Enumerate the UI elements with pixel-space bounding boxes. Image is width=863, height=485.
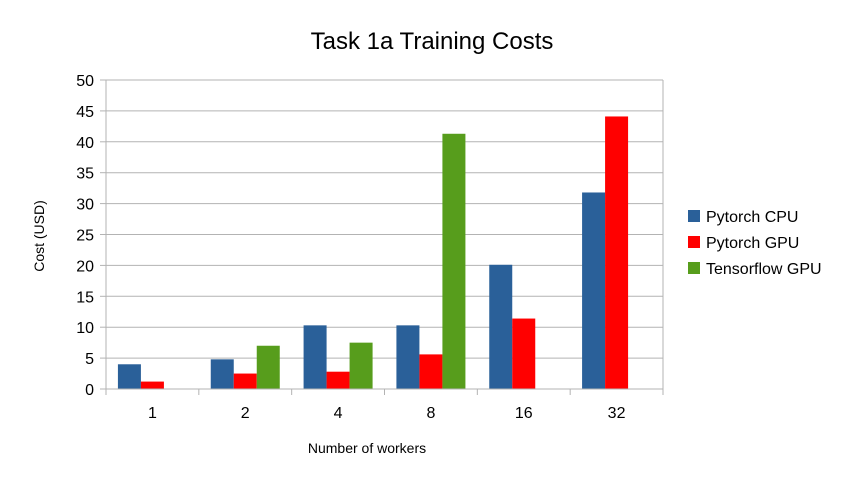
legend: Pytorch CPU Pytorch GPU Tensorflow GPU (688, 209, 822, 278)
legend-swatch (688, 236, 700, 248)
y-tick-label: 45 (76, 104, 94, 121)
bar-pytorch-gpu-16 (512, 318, 536, 389)
x-tick-label: 2 (241, 405, 250, 422)
bar-pytorch-cpu-4 (303, 325, 327, 389)
y-tick-label: 20 (76, 258, 94, 275)
x-tick-labels: 1 2 4 8 16 32 (105, 389, 664, 422)
x-tick-label: 8 (426, 405, 435, 422)
bar-tensorflow-gpu-2 (256, 345, 280, 389)
y-tick-label: 40 (76, 135, 94, 152)
x-tick-label: 32 (608, 405, 626, 422)
y-tick-label: 30 (76, 197, 94, 214)
y-axis-title: Cost (USD) (31, 200, 47, 272)
legend-swatch (688, 210, 700, 222)
y-tick-label: 5 (85, 351, 94, 368)
y-tick-label: 50 (76, 73, 94, 90)
bar-pytorch-cpu-2 (210, 359, 234, 389)
x-tick-label: 4 (334, 405, 343, 422)
bar-pytorch-cpu-16 (489, 264, 513, 389)
bar-pytorch-cpu-32 (582, 192, 606, 389)
chart-title: Task 1a Training Costs (311, 28, 554, 55)
legend-swatch (688, 262, 700, 274)
bar-pytorch-gpu-2 (233, 373, 257, 389)
y-tick-labels: 0 5 10 15 20 25 30 35 40 45 50 (76, 73, 106, 399)
bar-pytorch-cpu-1 (117, 364, 141, 389)
legend-label: Pytorch CPU (706, 209, 798, 226)
gridlines (106, 79, 663, 359)
bar-tensorflow-gpu-8 (442, 133, 466, 389)
bar-pytorch-gpu-8 (419, 354, 443, 389)
legend-label: Tensorflow GPU (706, 261, 822, 278)
y-tick-label: 15 (76, 289, 94, 306)
y-tick-label: 25 (76, 228, 94, 245)
bar-pytorch-cpu-8 (396, 325, 420, 389)
y-tick-label: 0 (85, 382, 94, 399)
bars (117, 116, 629, 389)
bar-tensorflow-gpu-4 (349, 342, 373, 389)
x-tick-label: 1 (148, 405, 157, 422)
y-tick-label: 35 (76, 166, 94, 183)
legend-label: Pytorch GPU (706, 235, 799, 252)
bar-pytorch-gpu-4 (326, 371, 350, 389)
x-axis-title: Number of workers (308, 440, 426, 456)
bar-pytorch-gpu-1 (140, 381, 164, 389)
bar-pytorch-gpu-32 (605, 116, 629, 389)
x-tick-label: 16 (515, 405, 533, 422)
y-tick-label: 10 (76, 320, 94, 337)
